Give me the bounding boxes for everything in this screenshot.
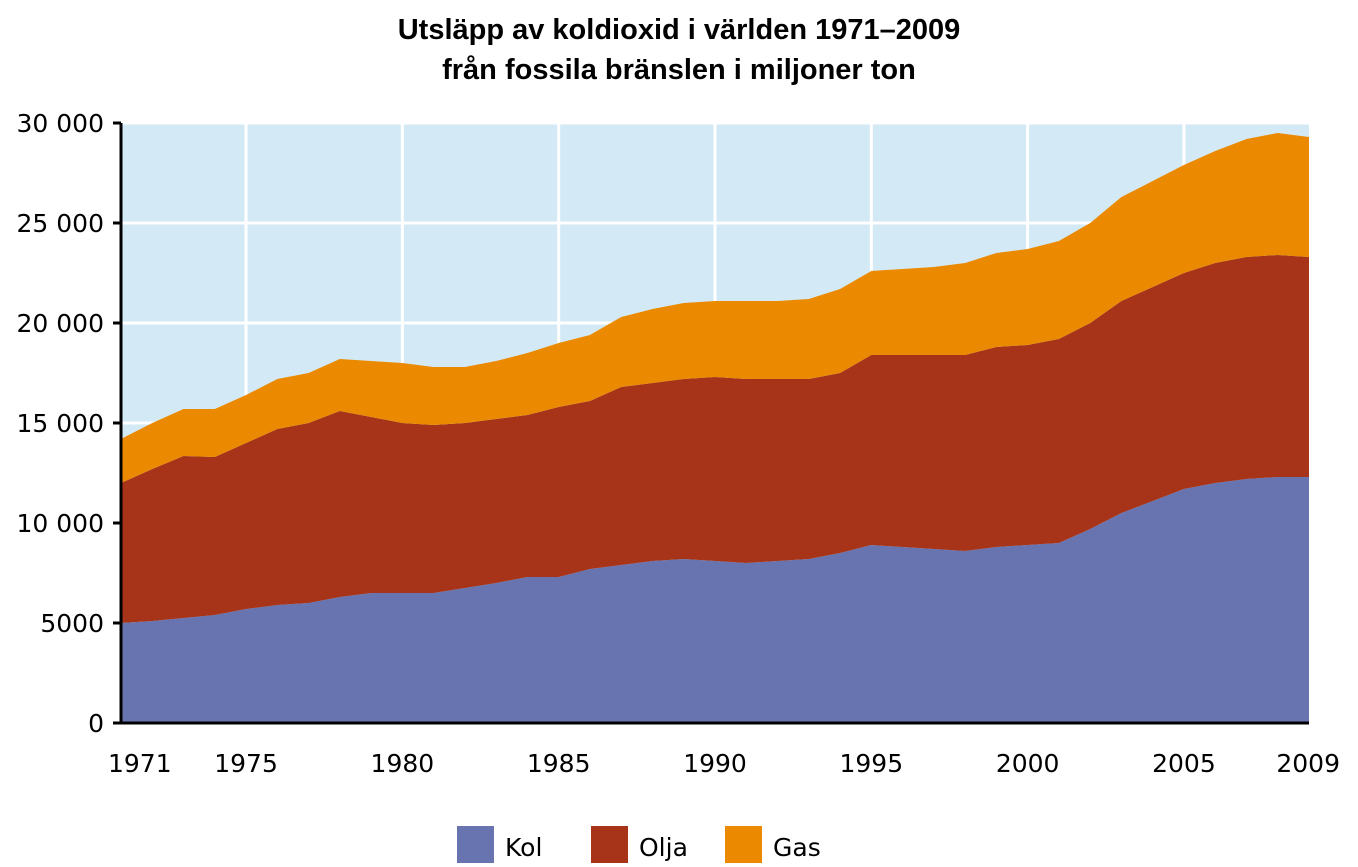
x-tick-label: 2009: [1276, 749, 1340, 778]
x-tick-label: 1990: [683, 749, 747, 778]
x-tick-label: 1995: [840, 749, 904, 778]
area-series-gas: [121, 133, 1309, 483]
y-tick-label: 0: [88, 709, 104, 738]
area-series-kol: [121, 477, 1309, 723]
chart-title-line-2: från fossila bränslen i miljoner ton: [442, 54, 916, 86]
legend: Kol Olja Gas: [457, 826, 821, 863]
y-tick-label: 20 000: [17, 309, 104, 338]
x-tick-label: 1985: [527, 749, 591, 778]
x-tick-label: 1971: [108, 749, 172, 778]
chart-title-line-1: Utsläpp av koldioxid i världen 1971–2009: [397, 14, 961, 46]
area-series-olja: [121, 255, 1309, 623]
area-series: [121, 133, 1309, 723]
chart-title: Utsläpp av koldioxid i världen 1971–2009…: [0, 10, 1358, 90]
x-tick-label: 2000: [996, 749, 1060, 778]
y-tick-label: 5000: [40, 609, 104, 638]
x-tick-label: 1980: [371, 749, 435, 778]
y-tick-label: 25 000: [17, 209, 104, 238]
y-tick-label: 10 000: [17, 509, 104, 538]
x-tick-label: 2005: [1152, 749, 1216, 778]
legend-swatch-olja: [591, 826, 628, 863]
legend-label-gas: Gas: [773, 833, 821, 862]
legend-swatch-gas: [725, 826, 762, 863]
y-tick-label: 15 000: [17, 409, 104, 438]
legend-label-olja: Olja: [639, 833, 688, 862]
legend-swatch-kol: [457, 826, 494, 863]
tick-labels: 0 5000 10 000 15 000 20 000 25 000 30 000 1971 1…: [17, 109, 1340, 778]
axes: [113, 121, 1309, 725]
legend-label-kol: Kol: [505, 833, 542, 862]
x-tick-label: 1975: [214, 749, 278, 778]
y-tick-label: 30 000: [17, 109, 104, 138]
